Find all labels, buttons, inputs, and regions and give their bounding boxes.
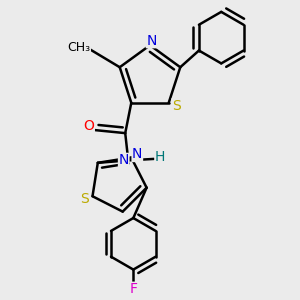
Text: CH₃: CH₃ xyxy=(67,41,90,54)
Text: N: N xyxy=(132,148,142,161)
Text: F: F xyxy=(129,282,137,296)
Text: O: O xyxy=(83,118,94,133)
Text: N: N xyxy=(118,153,129,167)
Text: S: S xyxy=(80,192,89,206)
Text: H: H xyxy=(155,150,165,164)
Text: N: N xyxy=(146,34,157,48)
Text: S: S xyxy=(172,99,181,113)
